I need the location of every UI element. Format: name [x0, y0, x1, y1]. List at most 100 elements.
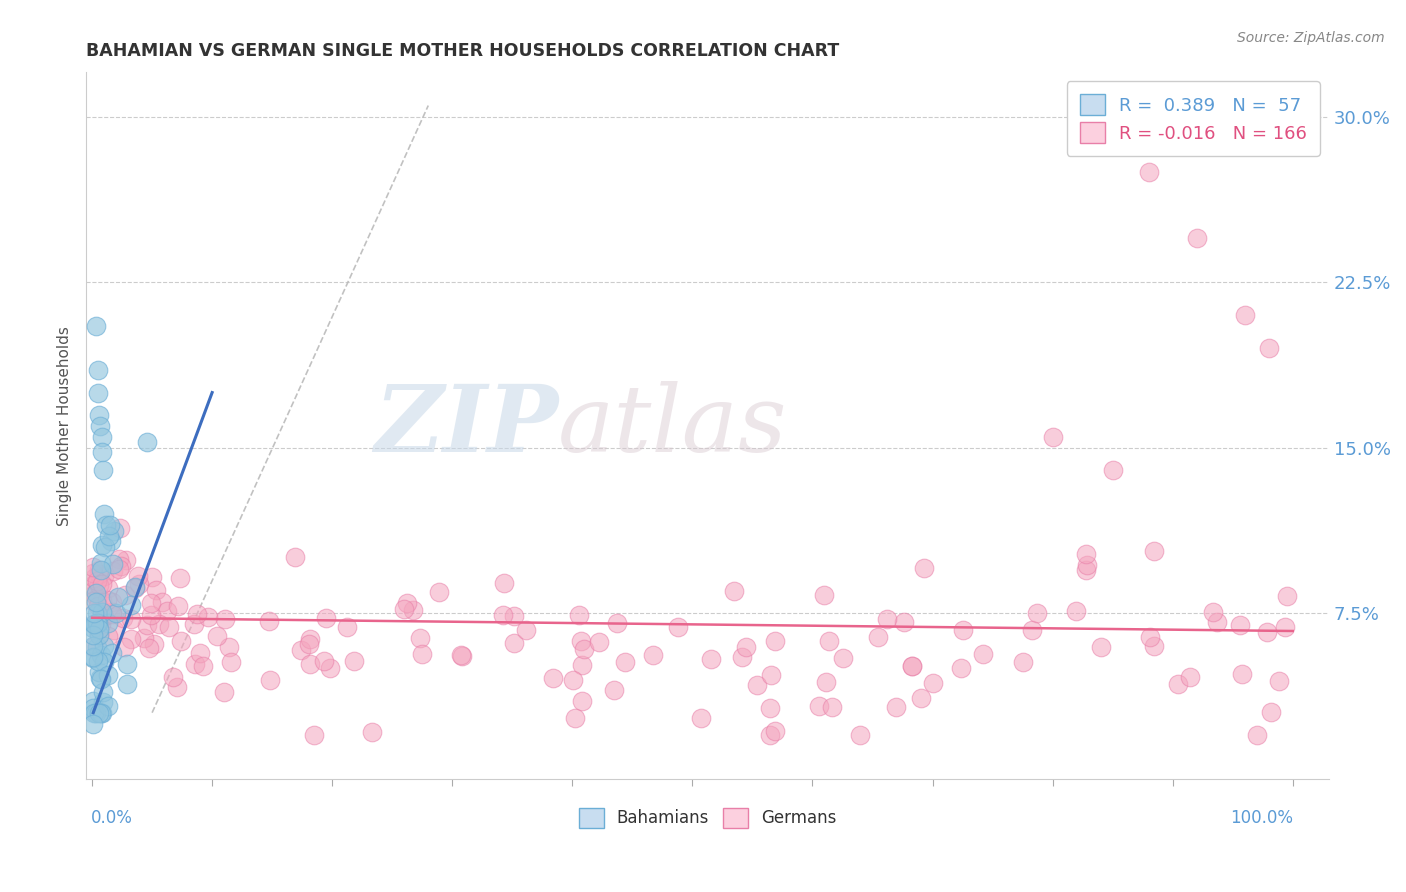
Point [731, 650, 754, 665]
Point [82, 701, 104, 715]
Point [136, 618, 159, 632]
Point [87, 627, 110, 641]
Point [1076, 558, 1098, 573]
Point [1090, 640, 1112, 654]
Point [108, 551, 131, 566]
Point [1230, 667, 1253, 681]
Point [82, 560, 104, 574]
Point [759, 701, 782, 715]
Point [1185, 231, 1208, 245]
Point [141, 570, 163, 584]
Point [451, 649, 474, 664]
Point [82, 651, 104, 665]
Point [82, 716, 104, 731]
Point [136, 434, 159, 449]
Point [90, 445, 112, 459]
Point [290, 642, 312, 657]
Point [115, 657, 138, 671]
Point [572, 642, 595, 657]
Point [1202, 605, 1225, 619]
Point [1274, 620, 1296, 634]
Point [83, 587, 105, 601]
Point [821, 699, 844, 714]
Point [87, 385, 110, 400]
Point [108, 521, 131, 535]
Point [1206, 615, 1229, 630]
Point [808, 698, 831, 713]
Point [86, 606, 108, 620]
Point [759, 728, 782, 742]
Point [112, 640, 135, 654]
Point [1257, 342, 1279, 356]
Point [214, 612, 236, 626]
Point [90, 673, 112, 687]
Point [83, 571, 105, 585]
Point [162, 670, 184, 684]
Point [188, 646, 211, 660]
Point [91, 695, 114, 709]
Point [87, 578, 110, 592]
Point [82, 640, 104, 654]
Point [93, 609, 115, 624]
Point [90, 594, 112, 608]
Point [86, 640, 108, 654]
Point [100, 605, 122, 619]
Point [87, 599, 110, 613]
Point [87, 566, 110, 581]
Point [1025, 606, 1047, 620]
Point [150, 594, 173, 608]
Point [212, 684, 235, 698]
Point [124, 581, 146, 595]
Point [818, 633, 841, 648]
Point [218, 640, 240, 655]
Text: 100.0%: 100.0% [1230, 808, 1292, 827]
Point [343, 654, 366, 668]
Point [1167, 677, 1189, 691]
Point [568, 607, 591, 622]
Point [912, 561, 935, 575]
Point [1275, 589, 1298, 603]
Point [103, 524, 125, 539]
Point [186, 607, 208, 622]
Point [302, 728, 325, 742]
Point [86, 620, 108, 634]
Point [1229, 618, 1251, 632]
Point [96, 518, 118, 533]
Point [97, 529, 120, 543]
Point [197, 609, 219, 624]
Point [169, 571, 191, 585]
Point [82, 694, 104, 708]
Point [91, 685, 114, 699]
Point [735, 640, 758, 654]
Point [1101, 463, 1123, 477]
Point [492, 608, 515, 623]
Point [93, 639, 115, 653]
Point [86, 616, 108, 631]
Point [114, 553, 136, 567]
Point [183, 616, 205, 631]
Point [284, 550, 307, 565]
Point [886, 700, 908, 714]
Point [606, 615, 628, 630]
Point [127, 568, 149, 582]
Text: Source: ZipAtlas.com: Source: ZipAtlas.com [1237, 31, 1385, 45]
Point [503, 608, 526, 623]
Point [336, 619, 359, 633]
Point [148, 617, 170, 632]
Point [411, 647, 433, 661]
Point [83, 617, 105, 632]
Point [893, 615, 915, 629]
Point [588, 634, 610, 648]
Point [314, 654, 336, 668]
Point [166, 681, 188, 695]
Point [866, 631, 889, 645]
Point [82, 628, 104, 642]
Point [97, 699, 120, 714]
Point [515, 623, 537, 637]
Point [96, 593, 118, 607]
Point [257, 614, 280, 628]
Point [93, 507, 115, 521]
Point [120, 632, 142, 647]
Point [668, 620, 690, 634]
Point [83, 617, 105, 632]
